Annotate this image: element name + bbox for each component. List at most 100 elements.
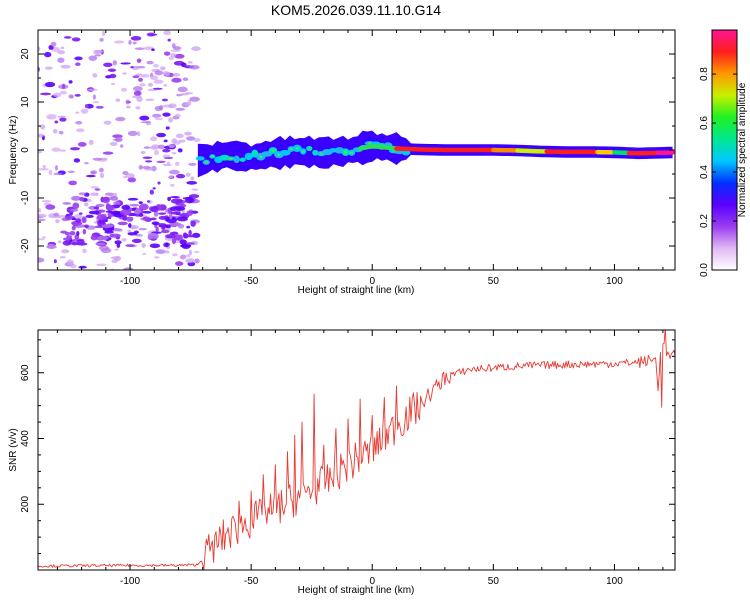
spectrogram-cluster-blob [143, 217, 151, 221]
spectrogram-noise-blob [185, 102, 191, 106]
spectrogram-ridge-core [493, 150, 517, 151]
spectrogram-noise-blob [114, 248, 118, 250]
spectrogram-noise-blob [177, 94, 184, 96]
spectrogram-noise-blob [122, 238, 127, 241]
spectrogram-noise-blob [89, 140, 94, 145]
spectrogram-cluster-blob [188, 230, 191, 236]
spectrogram-ridge-core [629, 153, 658, 154]
spectrogram-noise-blob [175, 108, 185, 111]
spectrogram-noise-blob [132, 96, 142, 99]
spectrogram-cluster-blob [96, 236, 108, 240]
spectrogram-noise-blob [128, 198, 139, 201]
spectrogram-noise-blob [42, 236, 46, 238]
spectrogram-cluster-blob [85, 215, 93, 218]
spectrogram-noise-blob [102, 31, 105, 36]
spectrogram-cluster-blob [142, 211, 151, 214]
spectrogram-cluster-blob [150, 244, 161, 249]
spectrogram-noise-blob [75, 121, 82, 125]
spectrogram-cluster-blob [172, 237, 176, 244]
spectrogram-noise-blob [74, 57, 82, 61]
spectrogram-noise-blob [164, 250, 169, 253]
spectrogram-noise-blob [194, 251, 200, 253]
spectrogram-cluster-blob [130, 204, 140, 207]
spectrogram-cluster-blob [63, 240, 72, 245]
spectrogram-ridge-highlight [290, 148, 293, 150]
spectrogram-cluster-blob [98, 210, 105, 213]
spectrogram-noise-blob [115, 117, 125, 121]
spectrogram-cluster-blob [127, 232, 137, 235]
spectrogram-noise-blob [168, 176, 172, 178]
spectrogram-noise-blob [87, 89, 97, 91]
spectrogram-noise-blob [189, 65, 200, 69]
spectrogram-cluster-blob [102, 197, 110, 204]
spectrogram-noise-blob [186, 181, 197, 185]
spectrogram-cluster-blob [132, 239, 142, 243]
spectrogram-cluster-blob [79, 197, 84, 202]
spectrogram-noise-blob [171, 78, 181, 83]
spectrogram-noise-blob [142, 166, 151, 169]
spectrogram-noise-blob [104, 121, 112, 125]
spectrogram-noise-blob [52, 148, 61, 152]
spectrogram-noise-blob [155, 106, 163, 111]
spectrogram-noise-blob [40, 93, 51, 96]
spectrogram-noise-blob [134, 91, 142, 96]
spectrogram-noise-blob [168, 103, 176, 108]
spectrogram-cluster-blob [95, 243, 105, 246]
spectrogram-noise-blob [120, 62, 130, 64]
colorbar-gradient [712, 30, 737, 270]
spectrogram-noise-blob [158, 145, 165, 149]
spectrogram-noise-blob [74, 158, 80, 162]
spectrogram-noise-blob [45, 82, 55, 87]
spectrogram-ridge-highlight [259, 155, 262, 157]
spectrogram-noise-blob [148, 33, 157, 35]
spectrogram-noise-blob [78, 142, 87, 147]
spectrogram-noise-blob [162, 149, 170, 153]
spectrogram-ridge-highlight [344, 151, 347, 153]
spectrogram-cluster-blob [70, 209, 78, 212]
spectrogram-noise-blob [72, 37, 81, 41]
spectrogram-y-tick-label: 10 [20, 96, 31, 108]
spectrogram-noise-blob [46, 245, 56, 249]
spectrogram-noise-blob [150, 190, 154, 195]
spectrogram-noise-blob [105, 192, 115, 195]
spectrogram-noise-blob [170, 53, 176, 57]
spectrogram-noise-blob [185, 258, 195, 263]
spectrogram-noise-blob [157, 181, 160, 184]
spectrogram-noise-blob [164, 72, 170, 77]
spectrogram-cluster-blob [147, 200, 150, 203]
spectrogram-noise-blob [54, 259, 57, 263]
spectrogram-cluster-blob [114, 240, 121, 244]
spectrogram-noise-blob [154, 79, 164, 83]
spectrogram-cluster-blob [84, 225, 89, 228]
spectrogram-noise-blob [144, 146, 151, 149]
colorbar: 0.00.20.40.60.8 Normalized spectral ampl… [699, 30, 748, 277]
spectrogram-noise-blob [128, 131, 138, 136]
spectrogram-cluster-blob [161, 230, 170, 233]
spectrogram-noise-blob [172, 152, 176, 155]
spectrogram-ridge-core [547, 152, 595, 153]
spectrogram-noise-blob [163, 155, 171, 158]
spectrogram-noise-blob [171, 49, 181, 51]
spectrogram-noise-blob [139, 228, 147, 231]
spectrogram-noise-blob [105, 75, 111, 78]
spectrogram-cluster-blob [106, 210, 112, 212]
colorbar-tick-label: 0.4 [699, 165, 710, 179]
spectrogram-cluster-blob [126, 216, 133, 221]
spectrogram-noise-blob [135, 47, 145, 50]
spectrogram-noise-blob [176, 134, 184, 139]
snr-y-axis-label: SNR (v/v) [8, 428, 19, 471]
spectrogram-noise-blob [150, 136, 157, 141]
spectrogram-noise-blob [49, 170, 53, 176]
spectrogram-cluster-blob [62, 202, 71, 205]
spectrogram-noise-blob [156, 161, 166, 163]
spectrogram-noise-blob [155, 249, 165, 254]
spectrogram-noise-blob [169, 144, 175, 148]
spectrogram-cluster-blob [190, 221, 196, 227]
spectrogram-noise-blob [85, 104, 89, 108]
spectrogram-cluster-blob [94, 206, 99, 209]
spectrogram-cluster-blob [155, 227, 158, 232]
spectrogram-noise-blob [59, 118, 66, 122]
spectrogram-cluster-blob [186, 242, 195, 245]
spectrogram-noise-blob [139, 116, 149, 121]
